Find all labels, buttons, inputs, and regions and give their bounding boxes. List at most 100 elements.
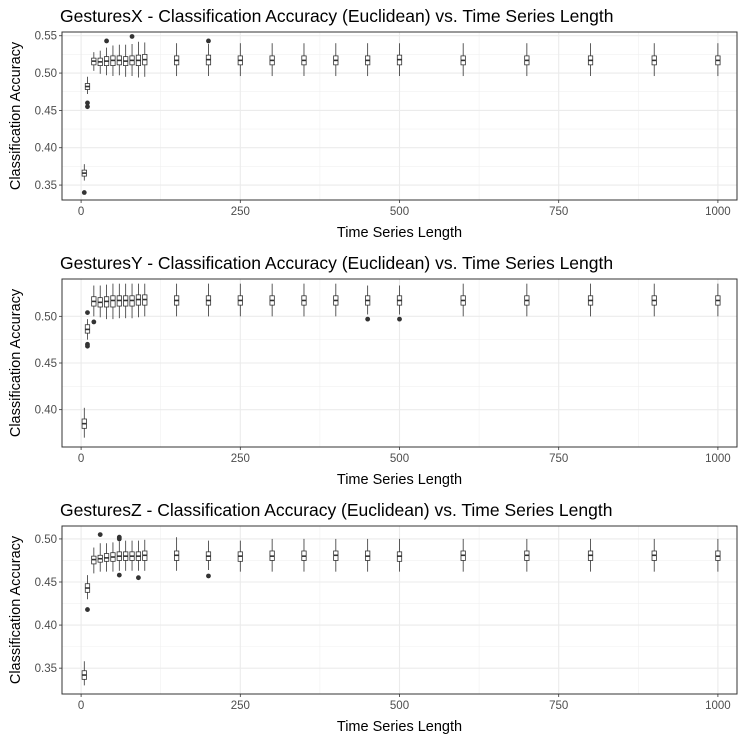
chart-title: GesturesZ - Classification Accuracy (Euc… bbox=[60, 500, 612, 520]
outlier-point bbox=[206, 38, 211, 44]
box-200 bbox=[205, 38, 212, 77]
x-tick-label: 750 bbox=[549, 700, 568, 712]
box-400 bbox=[333, 43, 339, 77]
box-70 bbox=[123, 283, 129, 319]
x-tick-label: 1000 bbox=[705, 206, 731, 218]
box-450 bbox=[365, 285, 371, 322]
box-600 bbox=[460, 283, 466, 317]
y-tick-label: 0.35 bbox=[35, 180, 57, 192]
box-80 bbox=[129, 540, 135, 571]
outlier-point bbox=[136, 575, 141, 581]
box-900 bbox=[651, 283, 657, 317]
x-tick-label: 250 bbox=[231, 206, 250, 218]
outlier-point bbox=[116, 534, 122, 540]
box-60 bbox=[116, 283, 122, 319]
box-500 bbox=[396, 43, 403, 77]
box-100 bbox=[142, 283, 148, 317]
x-axis-label: Time Series Length bbox=[337, 472, 462, 488]
box-250 bbox=[237, 540, 243, 572]
box-150 bbox=[174, 43, 180, 77]
box-90 bbox=[135, 283, 142, 318]
outlier-point bbox=[85, 100, 90, 106]
box-400 bbox=[333, 283, 339, 317]
y-axis-label: Classification Accuracy bbox=[8, 535, 24, 684]
box-400 bbox=[333, 538, 339, 572]
box-200 bbox=[205, 540, 212, 579]
chart-panel-2: GesturesY - Classification Accuracy (Euc… bbox=[8, 253, 738, 488]
box-500 bbox=[396, 538, 403, 572]
outlier-point bbox=[85, 607, 90, 612]
box-300 bbox=[269, 283, 275, 317]
box-900 bbox=[651, 43, 657, 77]
outlier-point bbox=[85, 104, 90, 110]
x-tick-label: 0 bbox=[78, 700, 84, 712]
box-700 bbox=[524, 283, 530, 317]
box-150 bbox=[174, 537, 180, 571]
box-90 bbox=[135, 41, 142, 78]
box-350 bbox=[301, 538, 307, 572]
x-tick-label: 0 bbox=[78, 453, 84, 465]
chart-title: GesturesX - Classification Accuracy (Euc… bbox=[60, 6, 613, 26]
box-5 bbox=[81, 164, 87, 195]
x-tick-label: 250 bbox=[231, 700, 250, 712]
outlier-point bbox=[85, 310, 90, 315]
x-axis-label: Time Series Length bbox=[337, 719, 462, 735]
box-800 bbox=[587, 538, 594, 572]
y-tick-label: 0.50 bbox=[35, 311, 57, 323]
box-100 bbox=[142, 539, 148, 571]
box-iqr bbox=[110, 295, 116, 308]
outlier-point bbox=[85, 341, 90, 347]
box-30 bbox=[97, 532, 103, 572]
box-20 bbox=[91, 285, 97, 325]
box-5 bbox=[81, 661, 87, 686]
x-tick-label: 750 bbox=[549, 206, 568, 218]
y-tick-label: 0.45 bbox=[35, 105, 57, 117]
box-300 bbox=[269, 538, 275, 572]
chart-panel-3: GesturesZ - Classification Accuracy (Euc… bbox=[8, 500, 738, 735]
box-800 bbox=[587, 283, 594, 317]
box-900 bbox=[651, 538, 657, 572]
outlier-point bbox=[91, 319, 97, 325]
box-80 bbox=[129, 34, 135, 77]
box-450 bbox=[365, 538, 371, 572]
x-tick-label: 1000 bbox=[705, 700, 731, 712]
box-350 bbox=[301, 283, 307, 317]
box-20 bbox=[91, 547, 97, 574]
box-600 bbox=[460, 538, 466, 572]
x-tick-label: 750 bbox=[549, 453, 568, 465]
x-tick-label: 500 bbox=[390, 700, 409, 712]
y-tick-label: 0.50 bbox=[35, 534, 57, 546]
box-40 bbox=[103, 38, 110, 76]
box-600 bbox=[460, 43, 466, 77]
box-500 bbox=[396, 285, 403, 322]
outlier-point bbox=[206, 573, 211, 579]
y-tick-label: 0.50 bbox=[35, 68, 57, 80]
x-tick-label: 0 bbox=[78, 206, 84, 218]
box-5 bbox=[81, 407, 87, 438]
box-40 bbox=[103, 284, 110, 320]
box-1000 bbox=[715, 283, 721, 317]
y-tick-label: 0.40 bbox=[35, 405, 57, 417]
box-50 bbox=[110, 45, 116, 77]
box-80 bbox=[129, 283, 135, 319]
x-tick-label: 250 bbox=[231, 453, 250, 465]
x-axis-label: Time Series Length bbox=[337, 225, 462, 241]
y-axis-label: Classification Accuracy bbox=[8, 41, 24, 190]
box-70 bbox=[123, 44, 129, 77]
box-250 bbox=[237, 43, 243, 77]
box-40 bbox=[103, 543, 110, 572]
outlier-point bbox=[104, 38, 109, 44]
box-60 bbox=[116, 534, 122, 578]
box-70 bbox=[123, 540, 129, 571]
outlier-point bbox=[365, 316, 371, 322]
box-450 bbox=[365, 43, 371, 77]
box-10 bbox=[84, 76, 91, 110]
box-1000 bbox=[715, 43, 721, 77]
chart-panel-1: GesturesX - Classification Accuracy (Euc… bbox=[8, 6, 738, 241]
box-100 bbox=[142, 42, 148, 77]
box-250 bbox=[237, 283, 243, 317]
box-90 bbox=[135, 540, 142, 581]
x-tick-label: 1000 bbox=[705, 453, 731, 465]
x-tick-label: 500 bbox=[390, 453, 409, 465]
